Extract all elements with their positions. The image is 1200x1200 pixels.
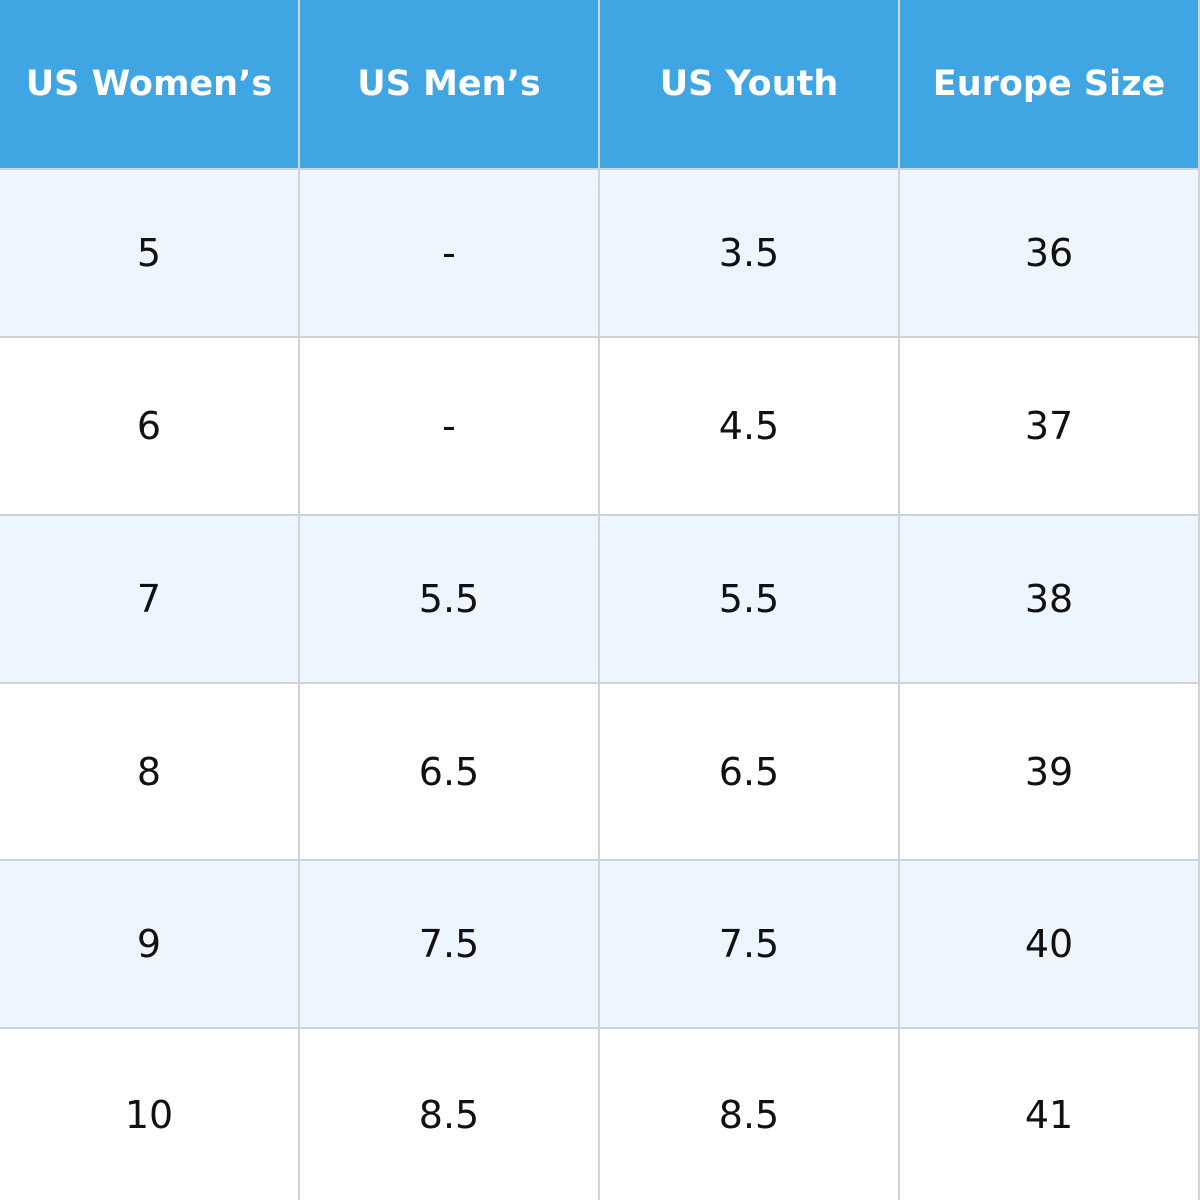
table-cell: 38	[900, 516, 1200, 684]
table-cell: 8.5	[300, 1029, 600, 1200]
header-cell: Europe Size	[900, 0, 1200, 170]
table-cell: 3.5	[600, 170, 900, 338]
table-cell: 41	[900, 1029, 1200, 1200]
table-cell: 7.5	[600, 861, 900, 1029]
header-cell: US Men’s	[300, 0, 600, 170]
table-cell: 5.5	[300, 516, 600, 684]
table-cell: 8.5	[600, 1029, 900, 1200]
table-cell: 5.5	[600, 516, 900, 684]
table-cell: 7	[0, 516, 300, 684]
table-cell: 36	[900, 170, 1200, 338]
table-cell: 37	[900, 338, 1200, 516]
table-cell: 6	[0, 338, 300, 516]
table-cell: 4.5	[600, 338, 900, 516]
table-cell: 6.5	[600, 684, 900, 861]
table-cell: -	[300, 338, 600, 516]
table-cell: 9	[0, 861, 300, 1029]
header-cell: US Youth	[600, 0, 900, 170]
table-cell: 6.5	[300, 684, 600, 861]
table-cell: 5	[0, 170, 300, 338]
header-cell: US Women’s	[0, 0, 300, 170]
table-cell: 39	[900, 684, 1200, 861]
table-cell: 10	[0, 1029, 300, 1200]
table-cell: 8	[0, 684, 300, 861]
table-cell: -	[300, 170, 600, 338]
table-cell: 40	[900, 861, 1200, 1029]
table-cell: 7.5	[300, 861, 600, 1029]
